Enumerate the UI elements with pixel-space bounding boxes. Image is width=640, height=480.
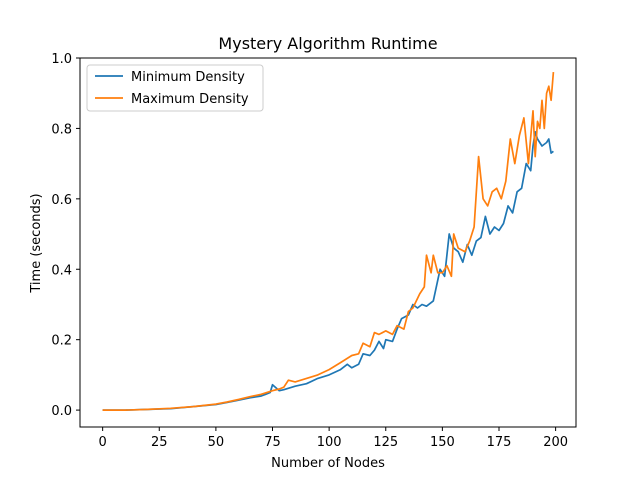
y-tick-label: 1.0 (51, 52, 72, 67)
plot-area (102, 72, 555, 411)
x-tick-label: 125 (373, 435, 398, 450)
y-tick-label: 0.8 (51, 122, 72, 137)
x-tick-label: 75 (264, 435, 281, 450)
chart-title: Mystery Algorithm Runtime (218, 34, 437, 53)
x-tick-label: 200 (543, 435, 568, 450)
x-axis-label: Number of Nodes (271, 456, 385, 471)
series-line-maximum-density (102, 72, 555, 411)
legend: Minimum Density Maximum Density (86, 64, 264, 112)
y-tick-label: 0.2 (51, 334, 72, 349)
x-tick-label: 175 (487, 435, 512, 450)
x-tick-label: 50 (208, 435, 225, 450)
legend-box (86, 64, 264, 112)
x-tick-label: 150 (430, 435, 455, 450)
y-axis-label: Time (seconds) (29, 193, 44, 293)
x-tick-label: 100 (317, 435, 342, 450)
y-axis: 0.0 0.2 0.4 0.6 0.8 1.0 (51, 52, 80, 419)
plot-frame (79, 57, 577, 428)
x-tick-label: 0 (99, 435, 107, 450)
legend-label: Maximum Density (131, 92, 249, 107)
y-tick-label: 0.4 (51, 263, 72, 278)
series-line-minimum-density (102, 131, 554, 411)
x-tick-label: 25 (151, 435, 168, 450)
legend-label: Minimum Density (131, 70, 245, 85)
y-tick-label: 0.0 (51, 404, 72, 419)
y-tick-label: 0.6 (51, 193, 72, 208)
x-axis: 0 25 50 75 100 125 150 175 200 (99, 427, 568, 450)
